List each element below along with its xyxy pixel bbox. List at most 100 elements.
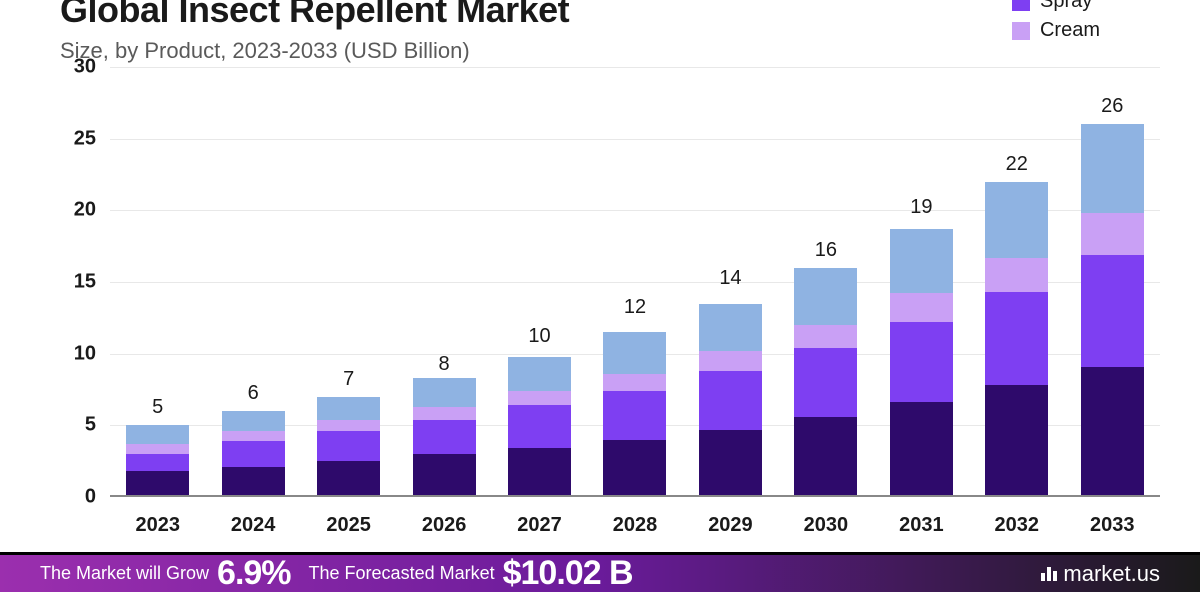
header: Global Insect Repellent Market Size, by …: [0, 0, 1200, 64]
bar-stack: [1081, 67, 1144, 497]
bar-stack: [317, 67, 380, 497]
bar-segment-cream: [794, 325, 857, 348]
bar-total-label: 12: [587, 296, 682, 319]
chart-area: 051015202530 567810121416192226: [60, 67, 1160, 497]
bar-segment-others: [794, 268, 857, 325]
bar-segment-spray: [508, 405, 571, 448]
x-tick-label: 2030: [778, 514, 873, 537]
bar-segment-cream: [890, 293, 953, 322]
bar-segment-cream: [985, 258, 1048, 292]
bar-column: 26: [1065, 67, 1160, 497]
bar-stack: [508, 67, 571, 497]
x-tick-label: 2026: [396, 514, 491, 537]
bar-total-label: 26: [1065, 95, 1160, 118]
bar-stack: [413, 67, 476, 497]
legend: Spray Cream: [1012, 0, 1100, 42]
legend-label-cream: Cream: [1040, 19, 1100, 42]
bar-stack: [126, 67, 189, 497]
bar-column: 7: [301, 67, 396, 497]
y-tick: 25: [74, 127, 96, 150]
y-tick: 0: [85, 486, 96, 509]
x-tick-label: 2033: [1065, 514, 1160, 537]
brand-label: market.us: [1063, 561, 1160, 587]
bar-segment-spray: [222, 441, 285, 467]
bar-segment-vaporizer: [222, 467, 285, 497]
x-tick-label: 2024: [205, 514, 300, 537]
bar-column: 16: [778, 67, 873, 497]
bar-segment-vaporizer: [413, 454, 476, 497]
bar-total-label: 14: [683, 267, 778, 290]
legend-item-cream: Cream: [1012, 19, 1100, 42]
bar-total-label: 5: [110, 396, 205, 419]
bar-segment-vaporizer: [508, 448, 571, 497]
bar-segment-vaporizer: [890, 402, 953, 497]
footer-forecast-text: The Forecasted Market: [309, 563, 495, 584]
x-tick-label: 2032: [969, 514, 1064, 537]
x-axis-baseline: [110, 495, 1160, 497]
footer-forecast-value: $10.02 B: [503, 554, 633, 592]
bar-stack: [985, 67, 1048, 497]
bar-column: 19: [874, 67, 969, 497]
footer-growth-pct: 6.9%: [217, 554, 291, 592]
bar-segment-spray: [985, 292, 1048, 385]
bar-segment-others: [1081, 124, 1144, 213]
y-tick: 20: [74, 199, 96, 222]
bar-column: 22: [969, 67, 1064, 497]
bar-segment-vaporizer: [699, 430, 762, 497]
footer-brand: market.us: [1041, 561, 1160, 587]
y-tick: 30: [74, 56, 96, 79]
bar-column: 5: [110, 67, 205, 497]
bar-segment-others: [126, 425, 189, 444]
bar-segment-vaporizer: [126, 471, 189, 497]
bar-segment-others: [603, 332, 666, 374]
bar-stack: [222, 67, 285, 497]
bar-total-label: 10: [492, 325, 587, 348]
bar-total-label: 22: [969, 153, 1064, 176]
bar-column: 10: [492, 67, 587, 497]
legend-label-spray: Spray: [1040, 0, 1092, 13]
y-tick: 5: [85, 414, 96, 437]
bar-segment-others: [317, 397, 380, 420]
x-tick-label: 2029: [683, 514, 778, 537]
bar-segment-cream: [603, 374, 666, 391]
bar-segment-spray: [890, 322, 953, 402]
bar-segment-spray: [603, 391, 666, 440]
bar-segment-others: [699, 304, 762, 351]
bar-segment-others: [890, 229, 953, 294]
bar-stack: [890, 67, 953, 497]
bar-stack: [603, 67, 666, 497]
footer-grow-text: The Market will Grow: [40, 563, 209, 584]
bar-total-label: 6: [205, 382, 300, 405]
bar-segment-cream: [508, 391, 571, 405]
bar-segment-vaporizer: [317, 461, 380, 497]
legend-swatch-cream: [1012, 22, 1030, 40]
legend-item-spray: Spray: [1012, 0, 1100, 13]
legend-swatch-spray: [1012, 0, 1030, 11]
bar-column: 8: [396, 67, 491, 497]
bar-segment-others: [508, 357, 571, 391]
chart-subtitle: Size, by Product, 2023-2033 (USD Billion…: [60, 38, 1140, 64]
bar-total-label: 19: [874, 196, 969, 219]
bar-segment-vaporizer: [985, 385, 1048, 497]
bar-column: 6: [205, 67, 300, 497]
bar-segment-cream: [222, 431, 285, 441]
bar-segment-cream: [126, 444, 189, 454]
x-tick-label: 2027: [492, 514, 587, 537]
brand-icon: [1041, 567, 1057, 581]
plot-area: 5678101214161922 26: [110, 67, 1160, 497]
bar-segment-cream: [1081, 213, 1144, 255]
bar-total-label: 8: [396, 353, 491, 376]
y-axis: 051015202530: [60, 67, 108, 497]
chart-title: Global Insect Repellent Market: [60, 0, 1140, 28]
bar-total-label: 16: [778, 239, 873, 262]
bar-column: 12: [587, 67, 682, 497]
bar-segment-cream: [413, 407, 476, 420]
bar-segment-others: [985, 182, 1048, 258]
bar-total-label: 7: [301, 368, 396, 391]
chart-container: Global Insect Repellent Market Size, by …: [0, 0, 1200, 592]
bar-stack: [794, 67, 857, 497]
bars-group: 5678101214161922 26: [110, 67, 1160, 497]
bar-segment-spray: [317, 431, 380, 461]
bar-segment-others: [413, 378, 476, 407]
x-tick-label: 2031: [874, 514, 969, 537]
